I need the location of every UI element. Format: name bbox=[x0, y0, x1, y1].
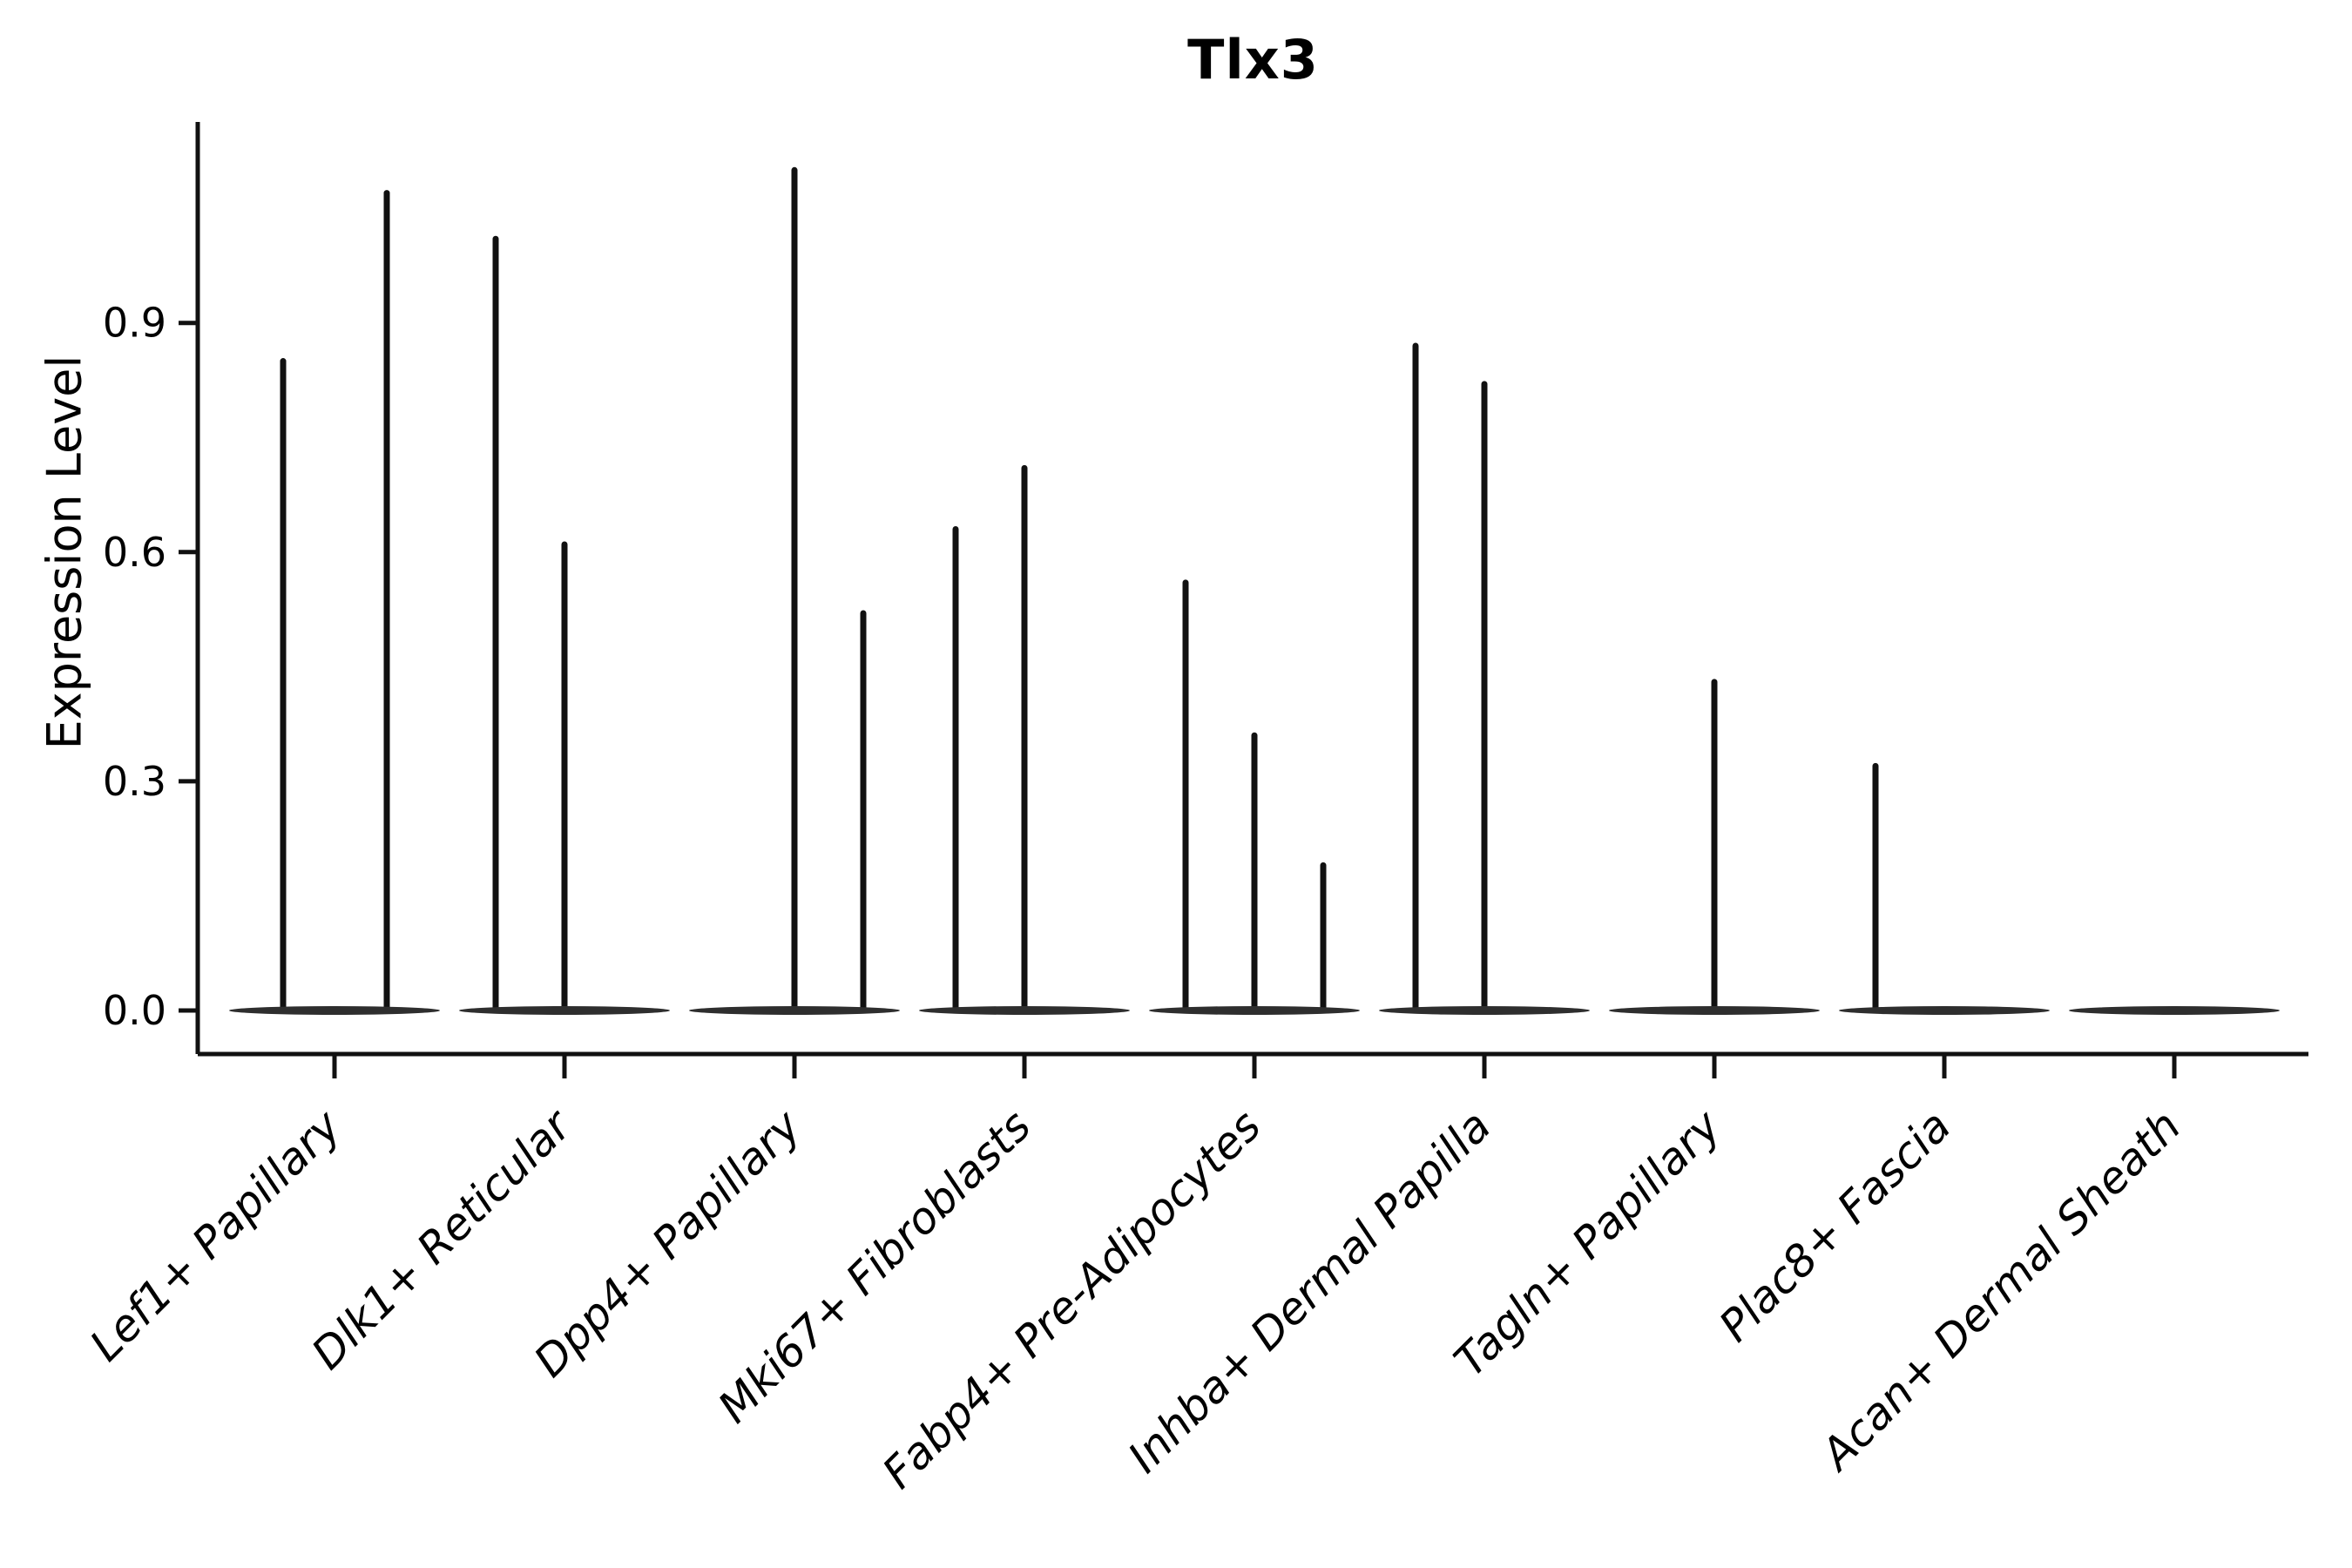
x-tick-label: Plac8+ Fascia bbox=[1710, 1100, 1961, 1351]
violin-body bbox=[919, 1006, 1130, 1015]
y-tick-label: 0.9 bbox=[103, 300, 166, 347]
violin-body bbox=[1839, 1006, 2050, 1015]
violin-body bbox=[2069, 1006, 2280, 1015]
violin-body bbox=[689, 1006, 900, 1015]
violin-body bbox=[1379, 1006, 1590, 1015]
violin-body bbox=[459, 1006, 670, 1015]
violin-body bbox=[1609, 1006, 1820, 1015]
x-tick-label: Fabp4+ Pre-Adipocytes bbox=[873, 1100, 1271, 1498]
violin-body bbox=[229, 1006, 440, 1015]
y-tick-label: 0.3 bbox=[103, 758, 166, 805]
y-tick-label: 0.0 bbox=[103, 987, 166, 1034]
y-tick-label: 0.6 bbox=[103, 529, 166, 576]
x-tick-label: Lef1+ Papillary bbox=[80, 1099, 351, 1370]
x-tick-label: Inhba+ Dermal Papilla bbox=[1119, 1100, 1500, 1482]
violin-body bbox=[1149, 1006, 1360, 1015]
plot-title: Tlx3 bbox=[1187, 28, 1319, 91]
